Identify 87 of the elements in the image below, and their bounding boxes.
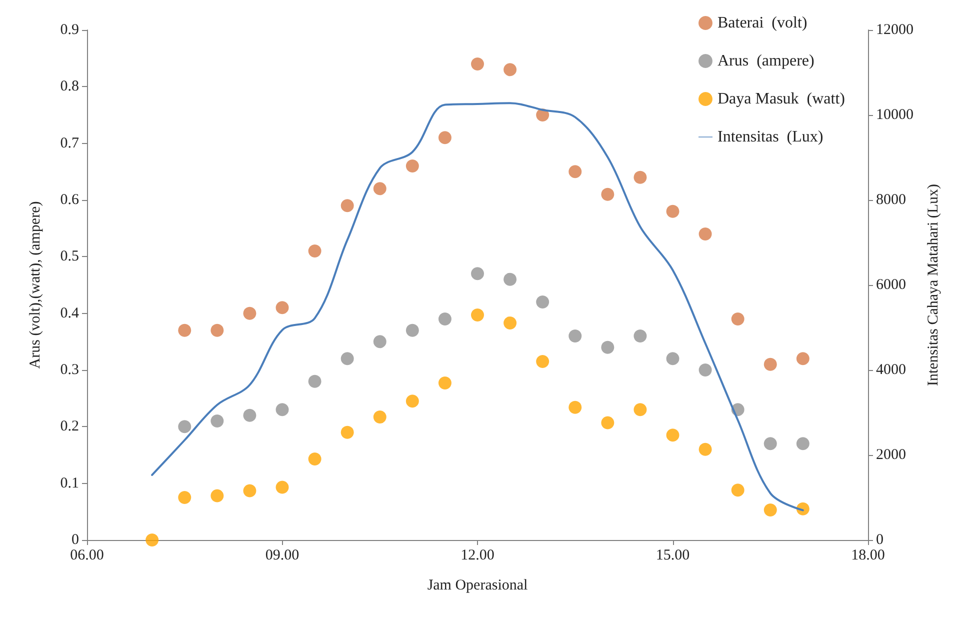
point: [568, 330, 582, 342]
x-tick-label: 12.00: [460, 548, 494, 564]
point: [243, 484, 256, 498]
point: [438, 131, 452, 144]
y2-tick-label: 8000: [876, 192, 906, 208]
point: [698, 442, 712, 456]
y-tick-label: 0.2: [60, 418, 79, 435]
point: [308, 452, 322, 466]
point: [471, 267, 484, 280]
point: [634, 330, 647, 342]
point: [601, 416, 614, 430]
y-tick-label: 0.5: [60, 248, 79, 265]
x-tick-label: 18.00: [851, 548, 885, 564]
y-tick-label: 0.7: [60, 135, 80, 152]
point: [536, 355, 550, 368]
point: [731, 312, 744, 326]
point: [698, 228, 712, 240]
point: [373, 410, 386, 424]
y2-tick-label: 6000: [876, 277, 906, 293]
point: [340, 352, 354, 366]
point: [796, 352, 810, 366]
point: [340, 426, 354, 439]
y2-tick-label: 10000: [876, 107, 914, 123]
point: [601, 340, 614, 354]
point: [178, 491, 192, 504]
point: [764, 358, 777, 371]
y2-tick-label: 4000: [876, 362, 906, 378]
y2-axis-title: Intensitas Cahaya Matahari (Lux): [926, 184, 942, 386]
point: [406, 160, 419, 172]
point: [666, 204, 680, 218]
y-axis-title: Arus (volt),(watt), (ampere): [28, 201, 44, 369]
x-tick-label: 06.00: [70, 548, 104, 564]
point: [764, 437, 777, 450]
x-tick-label: 09.00: [265, 548, 300, 564]
y-tick-label: 0: [72, 532, 79, 548]
x-tick-label: 15.00: [656, 548, 690, 564]
point: [634, 170, 647, 184]
point: [504, 63, 517, 76]
point: [471, 308, 484, 322]
point: [243, 306, 256, 320]
point: [406, 394, 419, 408]
point: [178, 324, 192, 337]
point: [210, 414, 224, 428]
point: [178, 420, 192, 434]
point: [438, 376, 452, 390]
legend-label: Intensitas (Lux): [717, 128, 824, 146]
point: [698, 364, 712, 376]
point: [471, 58, 484, 70]
y-tick-label: 0.9: [60, 22, 79, 38]
y-tick-label: 0.4: [60, 305, 80, 322]
point: [308, 244, 322, 258]
point: [504, 272, 517, 286]
point: [568, 400, 582, 414]
y-tick-label: 0.1: [60, 475, 79, 492]
y2-tick-label: 2000: [876, 447, 906, 463]
y-tick-label: 0.6: [60, 192, 80, 208]
legend-label: Daya Masuk (watt): [717, 90, 845, 108]
point: [373, 182, 386, 196]
point: [340, 199, 354, 212]
point: [373, 335, 386, 348]
point: [568, 165, 582, 178]
point: [504, 316, 517, 330]
point: [243, 408, 256, 422]
point: [276, 403, 289, 416]
point: [536, 296, 550, 308]
y2-tick-label: 12000: [876, 22, 914, 38]
point: [666, 352, 680, 366]
y-tick-label: 0.8: [60, 78, 79, 95]
point: [210, 324, 224, 337]
legend-label: Baterai (volt): [717, 14, 808, 32]
point: [666, 428, 680, 442]
point: [276, 301, 289, 314]
point: [731, 484, 744, 497]
point: [764, 503, 777, 516]
point: [146, 534, 159, 546]
point: [276, 480, 289, 494]
x-axis-title: Jam Operasional: [427, 578, 528, 594]
y-tick-label: 0.3: [60, 362, 79, 378]
point: [406, 324, 419, 337]
point: [308, 374, 322, 388]
point: [634, 403, 647, 416]
legend-label: Arus (ampere): [717, 52, 814, 70]
point: [438, 312, 452, 326]
point: [601, 188, 614, 201]
y2-tick-label: 0: [876, 532, 884, 548]
point: [210, 489, 224, 502]
point: [796, 437, 810, 450]
